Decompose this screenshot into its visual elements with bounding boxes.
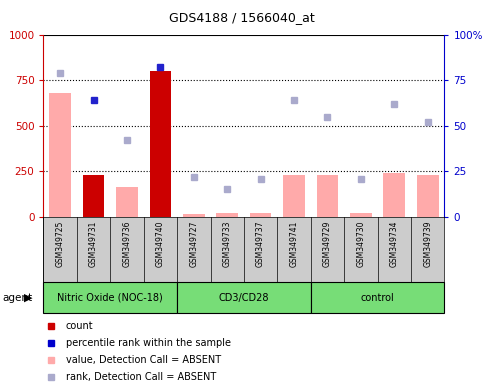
Bar: [183, 214, 205, 217]
Text: percentile rank within the sample: percentile rank within the sample: [66, 338, 230, 348]
Text: GSM349725: GSM349725: [56, 220, 65, 266]
Bar: [116, 187, 138, 217]
Bar: [384, 173, 405, 217]
Bar: [83, 175, 104, 217]
Text: rank, Detection Call = ABSENT: rank, Detection Call = ABSENT: [66, 372, 216, 382]
Text: GSM349731: GSM349731: [89, 220, 98, 266]
FancyBboxPatch shape: [311, 282, 444, 313]
Text: GSM349730: GSM349730: [356, 220, 365, 267]
Bar: [49, 93, 71, 217]
Bar: [283, 175, 305, 217]
Bar: [250, 214, 271, 217]
FancyBboxPatch shape: [43, 282, 177, 313]
Text: GSM349737: GSM349737: [256, 220, 265, 267]
Text: GSM349734: GSM349734: [390, 220, 399, 267]
Bar: [417, 175, 439, 217]
Text: agent: agent: [2, 293, 32, 303]
Bar: [216, 214, 238, 217]
Text: GSM349736: GSM349736: [123, 220, 131, 267]
Text: count: count: [66, 321, 93, 331]
FancyBboxPatch shape: [177, 282, 311, 313]
Text: Nitric Oxide (NOC-18): Nitric Oxide (NOC-18): [57, 293, 163, 303]
Text: ▶: ▶: [24, 293, 32, 303]
Text: GSM349733: GSM349733: [223, 220, 232, 267]
Text: GSM349741: GSM349741: [289, 220, 298, 266]
Text: control: control: [361, 293, 395, 303]
Text: GSM349727: GSM349727: [189, 220, 199, 266]
Text: CD3/CD28: CD3/CD28: [219, 293, 269, 303]
Bar: [316, 175, 338, 217]
Text: GSM349739: GSM349739: [423, 220, 432, 267]
Text: value, Detection Call = ABSENT: value, Detection Call = ABSENT: [66, 355, 221, 365]
Bar: [150, 71, 171, 217]
Text: GSM349729: GSM349729: [323, 220, 332, 266]
Text: GSM349740: GSM349740: [156, 220, 165, 267]
Text: GDS4188 / 1566040_at: GDS4188 / 1566040_at: [169, 12, 314, 25]
Bar: [350, 214, 372, 217]
